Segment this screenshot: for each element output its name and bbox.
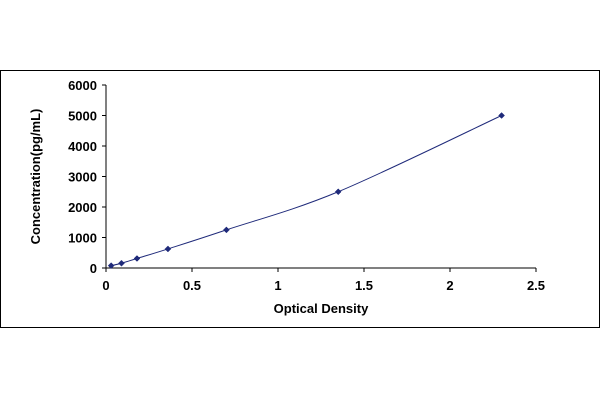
y-tick-label: 5000 [68, 109, 97, 124]
y-tick-label: 3000 [68, 170, 97, 185]
data-point [133, 255, 141, 262]
y-axis-title: Concentration(pg/mL) [28, 109, 43, 245]
data-point [164, 245, 172, 253]
y-tick-label: 4000 [68, 139, 97, 154]
x-tick-label: 2.5 [527, 278, 545, 293]
y-tick-label: 0 [90, 261, 97, 276]
chart-frame [0, 70, 600, 328]
data-point [334, 188, 342, 196]
data-point [498, 112, 505, 119]
x-tick-label: 1 [274, 278, 281, 293]
y-tick-label: 1000 [68, 231, 97, 246]
trend-line [111, 115, 502, 267]
ticks: 0 0.5 1 1.5 2 2.5 0 1000 2000 3000 4000 5000 6000 [68, 78, 545, 293]
x-tick-label: 0 [102, 278, 109, 293]
data-point [223, 226, 230, 234]
axes [105, 85, 536, 269]
y-tick-label: 6000 [68, 78, 97, 93]
data-point [107, 262, 115, 269]
x-tick-label: 0.5 [183, 278, 201, 293]
series [107, 112, 505, 269]
x-tick-label: 1.5 [355, 278, 373, 293]
y-tick-label: 2000 [68, 200, 97, 215]
x-tick-label: 2 [446, 278, 453, 293]
data-point [118, 259, 125, 267]
x-axis-title: Optical Density [274, 301, 369, 316]
